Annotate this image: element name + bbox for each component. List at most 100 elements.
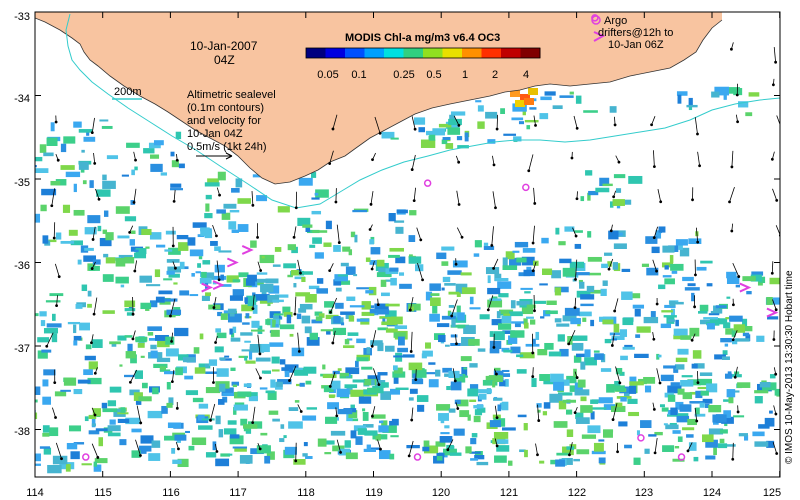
chl-patch — [299, 271, 313, 275]
velocity-vector-head — [175, 158, 179, 162]
chl-patch — [548, 351, 562, 357]
chl-patch — [706, 283, 713, 287]
chl-patch — [435, 441, 446, 447]
chl-patch — [393, 377, 399, 384]
chl-patch — [695, 390, 703, 399]
chl-patch — [485, 111, 498, 119]
velocity-vector-head — [90, 267, 94, 270]
chl-patch — [702, 434, 714, 443]
chl-patch — [700, 390, 709, 396]
chl-patch — [133, 392, 143, 401]
velocity-vector — [615, 366, 621, 383]
chl-patch — [561, 458, 573, 465]
argo-legend-chevron — [593, 31, 606, 42]
chl-patch — [215, 415, 221, 425]
chl-patch — [476, 461, 489, 466]
chl-patch — [178, 163, 185, 169]
velocity-vector — [732, 330, 738, 340]
chl-patch — [440, 432, 450, 435]
chl-patch — [590, 289, 603, 294]
velocity-vector — [456, 190, 460, 205]
chl-patch — [632, 304, 645, 309]
colorbar-tick-label: 1 — [462, 69, 468, 81]
chl-patch — [145, 307, 150, 311]
velocity-vector-head — [610, 344, 614, 347]
chl-patch — [268, 410, 279, 415]
chl-patch — [664, 265, 669, 270]
velocity-vector — [216, 260, 220, 280]
chl-patch — [81, 463, 92, 466]
chl-patch — [356, 357, 369, 362]
velocity-vector-head — [730, 229, 734, 233]
velocity-vector — [773, 47, 777, 63]
chl-patch — [350, 389, 364, 397]
chl-patch — [501, 315, 512, 324]
chl-patch — [569, 261, 585, 269]
chl-patch — [723, 399, 729, 402]
chl-patch — [350, 430, 357, 439]
chl-patch — [39, 311, 47, 317]
velocity-vector — [572, 227, 577, 237]
velocity-vector-head — [93, 371, 97, 375]
chl-patch — [356, 338, 366, 344]
chl-patch — [658, 226, 666, 233]
chl-patch — [585, 170, 593, 176]
velocity-vector-head — [650, 123, 654, 127]
chl-patch — [477, 389, 492, 394]
velocity-vector — [411, 407, 414, 421]
chl-patch — [436, 323, 450, 328]
chl-patch — [35, 386, 41, 395]
chl-patch — [355, 436, 363, 445]
chl-patch — [599, 177, 610, 187]
chl-patch — [151, 440, 161, 448]
velocity-vector-head — [45, 344, 49, 348]
chl-patch — [231, 381, 240, 386]
chl-patch — [197, 263, 202, 268]
x-tick-label: 125 — [763, 487, 781, 499]
chl-patch — [31, 155, 35, 162]
velocity-vector-head — [292, 235, 296, 239]
chl-patch — [160, 172, 168, 176]
chl-patch — [689, 327, 700, 337]
chl-patch — [220, 284, 232, 287]
chl-patch — [109, 341, 121, 345]
chl-patch — [73, 442, 85, 445]
velocity-vector-head — [612, 195, 616, 199]
chl-patch — [378, 420, 384, 424]
chl-patch — [198, 363, 211, 369]
velocity-vector — [93, 152, 96, 164]
chl-patch — [409, 210, 417, 216]
chl-patch — [270, 329, 280, 337]
chl-patch — [35, 168, 49, 174]
velocity-vector — [574, 297, 577, 308]
velocity-vector-head — [690, 338, 694, 342]
chl-patch — [325, 440, 335, 445]
chl-patch — [70, 451, 80, 460]
chl-patch — [748, 92, 760, 97]
chl-patch — [172, 459, 182, 464]
chl-patch — [358, 396, 372, 404]
chl-patch — [141, 228, 152, 236]
chl-patch — [488, 375, 501, 380]
chl-patch — [725, 328, 734, 335]
chl-patch — [303, 366, 317, 374]
chl-patch — [418, 127, 426, 133]
chl-patch — [94, 458, 108, 464]
chl-patch — [102, 408, 118, 413]
chl-patch — [562, 315, 577, 322]
chl-patch — [667, 319, 675, 322]
chl-patch — [215, 458, 230, 467]
velocity-vector-head — [90, 341, 93, 345]
chl-patch — [42, 379, 49, 387]
chl-patch — [719, 438, 725, 444]
coastline — [35, 17, 723, 185]
chl-patch — [339, 372, 349, 377]
chl-patch — [562, 399, 577, 403]
chl-patch — [519, 352, 535, 359]
chl-patch — [267, 295, 280, 303]
chl-patch — [146, 284, 161, 287]
chl-patch — [636, 326, 651, 333]
chl-patch — [375, 262, 389, 272]
chl-patch — [699, 372, 713, 377]
chl-patch — [726, 389, 736, 398]
